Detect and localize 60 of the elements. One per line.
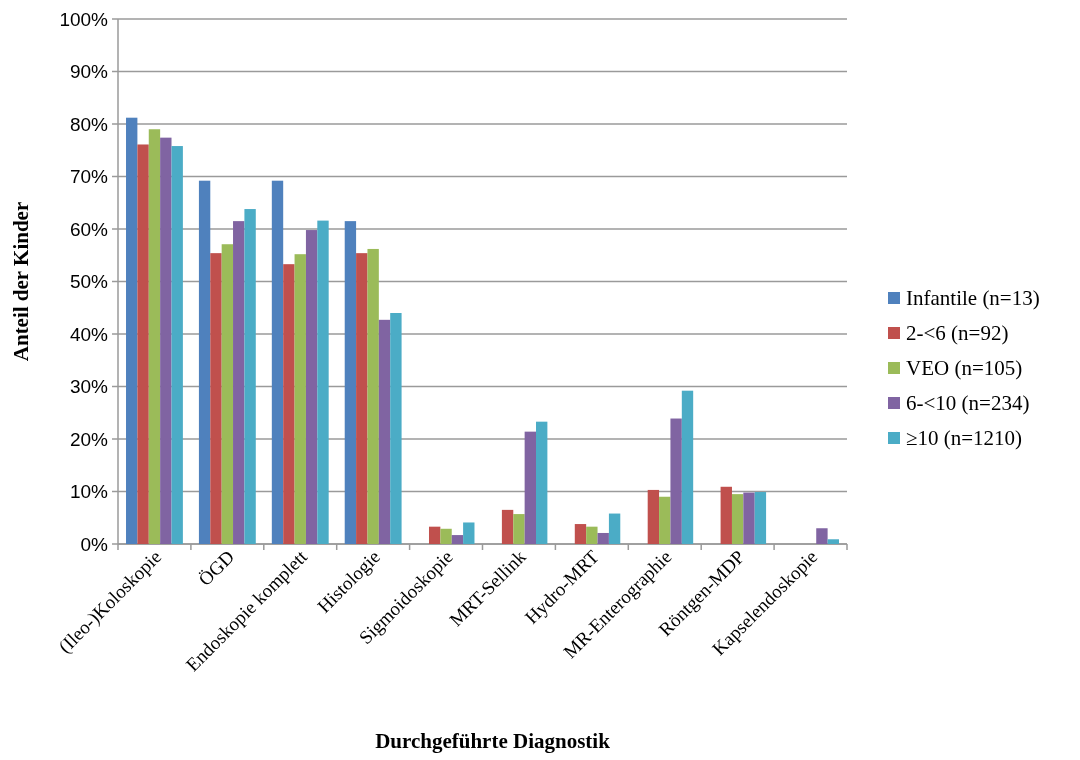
bar xyxy=(233,221,245,544)
bar xyxy=(210,253,222,544)
bar xyxy=(305,230,318,544)
bar xyxy=(754,492,767,544)
bar xyxy=(356,253,368,544)
legend-label: Infantile (n=13) xyxy=(906,286,1040,311)
bar xyxy=(670,418,682,544)
bar xyxy=(827,539,839,544)
bar xyxy=(586,526,598,544)
bar xyxy=(221,244,234,544)
bar xyxy=(597,532,609,544)
y-tick-label: 50% xyxy=(69,271,109,293)
y-tick-label: 90% xyxy=(69,61,109,83)
bar xyxy=(294,254,306,544)
y-tick-label: 20% xyxy=(69,428,109,450)
y-tick-label: 100% xyxy=(59,8,109,30)
legend-label: VEO (n=105) xyxy=(906,356,1023,381)
bar xyxy=(367,248,379,544)
bar xyxy=(536,421,548,544)
bar xyxy=(171,146,183,544)
legend-label: 2-<6 (n=92) xyxy=(906,321,1009,346)
bar xyxy=(137,144,149,544)
x-axis-title: Durchgeführte Diagnostik xyxy=(375,729,611,753)
legend-label: 6-<10 (n=234) xyxy=(906,391,1030,416)
y-tick-label: 30% xyxy=(69,376,109,398)
bar xyxy=(440,528,452,544)
bar xyxy=(317,220,329,544)
bar xyxy=(501,509,514,544)
bar xyxy=(681,390,694,544)
y-axis-title: Anteil der Kinder xyxy=(9,201,33,362)
y-tick-label: 80% xyxy=(69,113,109,135)
bar xyxy=(513,514,525,544)
legend-label: ≥10 (n=1210) xyxy=(906,426,1023,451)
bar xyxy=(574,524,587,544)
y-tick-label: 60% xyxy=(69,218,109,240)
bar xyxy=(271,180,284,544)
bar xyxy=(608,513,621,544)
bar xyxy=(720,486,732,544)
bar xyxy=(160,137,172,544)
y-tick-label: 0% xyxy=(80,533,109,555)
bar xyxy=(390,313,402,544)
bar xyxy=(463,522,475,544)
y-tick-label: 40% xyxy=(69,323,109,345)
y-tick-label: 70% xyxy=(69,166,109,188)
bar xyxy=(283,264,295,544)
bar xyxy=(126,117,138,544)
bar xyxy=(378,319,391,544)
bar xyxy=(344,221,357,544)
bar xyxy=(743,492,755,544)
bar xyxy=(451,535,464,544)
bar xyxy=(524,431,537,544)
y-tick-label: 10% xyxy=(69,481,109,503)
bar xyxy=(647,489,660,544)
bar xyxy=(428,526,441,544)
bar xyxy=(816,528,828,544)
bar xyxy=(731,494,744,544)
bar xyxy=(148,129,161,544)
bar xyxy=(659,496,671,544)
bar xyxy=(244,209,256,544)
bar xyxy=(198,180,211,544)
